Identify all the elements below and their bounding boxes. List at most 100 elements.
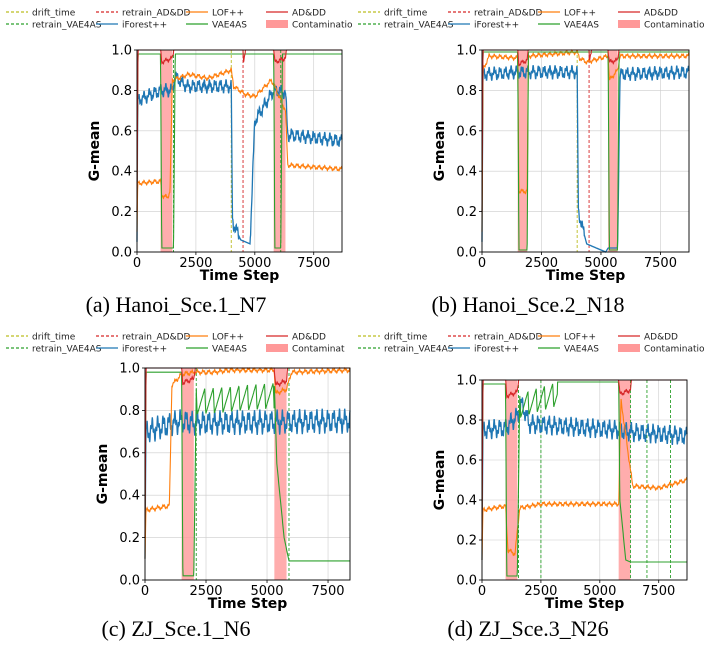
contamination-band bbox=[273, 50, 286, 252]
legend-label: retrain_AD&DD bbox=[474, 333, 543, 343]
legend-item: iForest++ bbox=[448, 345, 519, 355]
legend-label: AD&DD bbox=[292, 9, 326, 19]
axes-frame bbox=[481, 49, 690, 253]
legend-label: retrain_AD&DD bbox=[122, 9, 191, 19]
x-tick-label: 2500 bbox=[524, 584, 557, 599]
caption-d: (d) ZJ_Sce.3_N26 bbox=[447, 616, 609, 641]
series-line-lof bbox=[481, 49, 690, 232]
x-tick-label: 0 bbox=[478, 256, 486, 271]
y-tick-label: 1.0 bbox=[456, 44, 477, 59]
axes-frame bbox=[144, 367, 351, 581]
contamination-band bbox=[505, 380, 518, 580]
legend: drift_time retrain_VAE4AS retrain_AD&DD iFo… bbox=[6, 9, 352, 31]
legend-label: VAE4AS bbox=[564, 21, 599, 31]
contamination-band bbox=[181, 368, 194, 580]
x-tick-label: 5000 bbox=[238, 256, 271, 271]
y-tick-label: 0.2 bbox=[111, 205, 132, 220]
series-line-lof bbox=[136, 67, 343, 232]
plot-area bbox=[145, 368, 350, 580]
y-tick-label: 0.2 bbox=[456, 205, 477, 220]
contamination-band bbox=[517, 50, 528, 252]
y-tick-label: 0.8 bbox=[456, 414, 477, 429]
x-tick-label: 2500 bbox=[179, 256, 212, 271]
legend-label: drift_time bbox=[32, 9, 76, 19]
axes-frame bbox=[136, 49, 343, 253]
legend-label: LOF++ bbox=[564, 333, 596, 343]
x-axis-label: Time Step bbox=[208, 596, 288, 612]
legend-item: retrain_AD&DD bbox=[448, 9, 543, 19]
legend-label: drift_time bbox=[384, 9, 428, 19]
legend-label: retrain_VAE4AS bbox=[384, 345, 454, 355]
y-tick-label: 0.2 bbox=[456, 534, 477, 549]
legend-item: VAE4AS bbox=[186, 345, 247, 355]
y-tick-label: 0.6 bbox=[456, 124, 477, 139]
series-line-vaeas bbox=[481, 51, 689, 251]
legend-label: retrain_AD&DD bbox=[122, 333, 191, 343]
series-line-vaeas bbox=[481, 381, 687, 577]
x-tick-label: 5000 bbox=[250, 584, 283, 599]
chart-panel-b: drift_time retrain_VAE4AS retrain_AD&DD iFo… bbox=[352, 0, 704, 328]
y-tick-label: 0.0 bbox=[456, 246, 477, 261]
y-tick-label: 0.0 bbox=[456, 574, 477, 589]
legend-swatch bbox=[618, 20, 640, 28]
chart-b-svg: drift_time retrain_VAE4AS retrain_AD&DD iFo… bbox=[358, 9, 704, 284]
caption-a: (a) Hanoi_Sce.1_N7 bbox=[85, 292, 267, 317]
y-tick-label: 0.8 bbox=[111, 84, 132, 99]
legend-swatch bbox=[266, 20, 288, 28]
legend-label: Contamination bbox=[644, 345, 704, 355]
y-tick-label: 1.0 bbox=[111, 44, 132, 59]
x-tick-label: 2500 bbox=[525, 256, 558, 271]
x-tick-label: 0 bbox=[478, 584, 486, 599]
legend-item: retrain_VAE4AS bbox=[6, 21, 102, 31]
legend-label: Contamination bbox=[644, 21, 704, 31]
legend-item: retrain_AD&DD bbox=[96, 333, 191, 343]
y-axis-label: G-mean bbox=[432, 121, 448, 182]
x-axis-label: Time Step bbox=[546, 268, 626, 284]
legend-item: VAE4AS bbox=[538, 21, 599, 31]
legend-label: Contaminat bbox=[292, 345, 345, 355]
y-tick-label: 0.0 bbox=[111, 246, 132, 261]
legend-item: iForest++ bbox=[96, 345, 167, 355]
legend-item: VAE4AS bbox=[186, 21, 247, 31]
legend: drift_time retrain_VAE4AS retrain_AD&DD iFo… bbox=[6, 333, 345, 355]
y-tick-label: 0.8 bbox=[119, 404, 140, 419]
y-tick-label: 0.4 bbox=[456, 494, 477, 509]
legend-label: LOF++ bbox=[564, 9, 596, 19]
legend-item: LOF++ bbox=[186, 333, 244, 343]
caption-b: (b) Hanoi_Sce.2_N18 bbox=[431, 292, 625, 317]
contamination-band bbox=[274, 368, 287, 580]
legend-item: LOF++ bbox=[186, 9, 244, 19]
legend-label: retrain_VAE4AS bbox=[384, 21, 454, 31]
chart-a-svg: drift_time retrain_VAE4AS retrain_AD&DD iFo… bbox=[6, 9, 352, 284]
legend: drift_time retrain_VAE4AS retrain_AD&DD iFo… bbox=[358, 333, 704, 355]
y-tick-label: 0.6 bbox=[111, 124, 132, 139]
legend-label: iForest++ bbox=[474, 345, 519, 355]
legend-item: Contamination bbox=[266, 20, 352, 31]
legend-item: drift_time bbox=[358, 333, 428, 343]
legend-item: retrain_VAE4AS bbox=[6, 345, 102, 355]
y-tick-label: 0.4 bbox=[456, 165, 477, 180]
chart-c-svg: drift_time retrain_VAE4AS retrain_AD&DD iFo… bbox=[6, 333, 351, 612]
axes-frame bbox=[481, 379, 688, 581]
y-tick-label: 0.6 bbox=[456, 454, 477, 469]
legend-item: retrain_VAE4AS bbox=[358, 21, 454, 31]
x-tick-label: 0 bbox=[133, 256, 141, 271]
series-line-iforest bbox=[481, 397, 688, 561]
legend-label: iForest++ bbox=[122, 345, 167, 355]
x-tick-label: 7500 bbox=[311, 584, 344, 599]
x-tick-label: 5000 bbox=[583, 584, 616, 599]
y-axis-label: G-mean bbox=[87, 121, 103, 182]
contamination-band bbox=[608, 50, 618, 252]
y-axis-label: G-mean bbox=[95, 444, 111, 505]
legend-label: LOF++ bbox=[212, 9, 244, 19]
x-axis-label: Time Step bbox=[545, 596, 625, 612]
x-tick-label: 0 bbox=[141, 584, 149, 599]
y-tick-label: 0.8 bbox=[456, 84, 477, 99]
legend-label: VAE4AS bbox=[212, 345, 247, 355]
legend-label: VAE4AS bbox=[212, 21, 247, 31]
contamination-band bbox=[160, 50, 173, 252]
plot-area bbox=[482, 50, 689, 252]
legend-label: VAE4AS bbox=[564, 345, 599, 355]
chart-d-svg: drift_time retrain_VAE4AS retrain_AD&DD iFo… bbox=[358, 333, 704, 612]
y-tick-label: 0.2 bbox=[119, 531, 140, 546]
